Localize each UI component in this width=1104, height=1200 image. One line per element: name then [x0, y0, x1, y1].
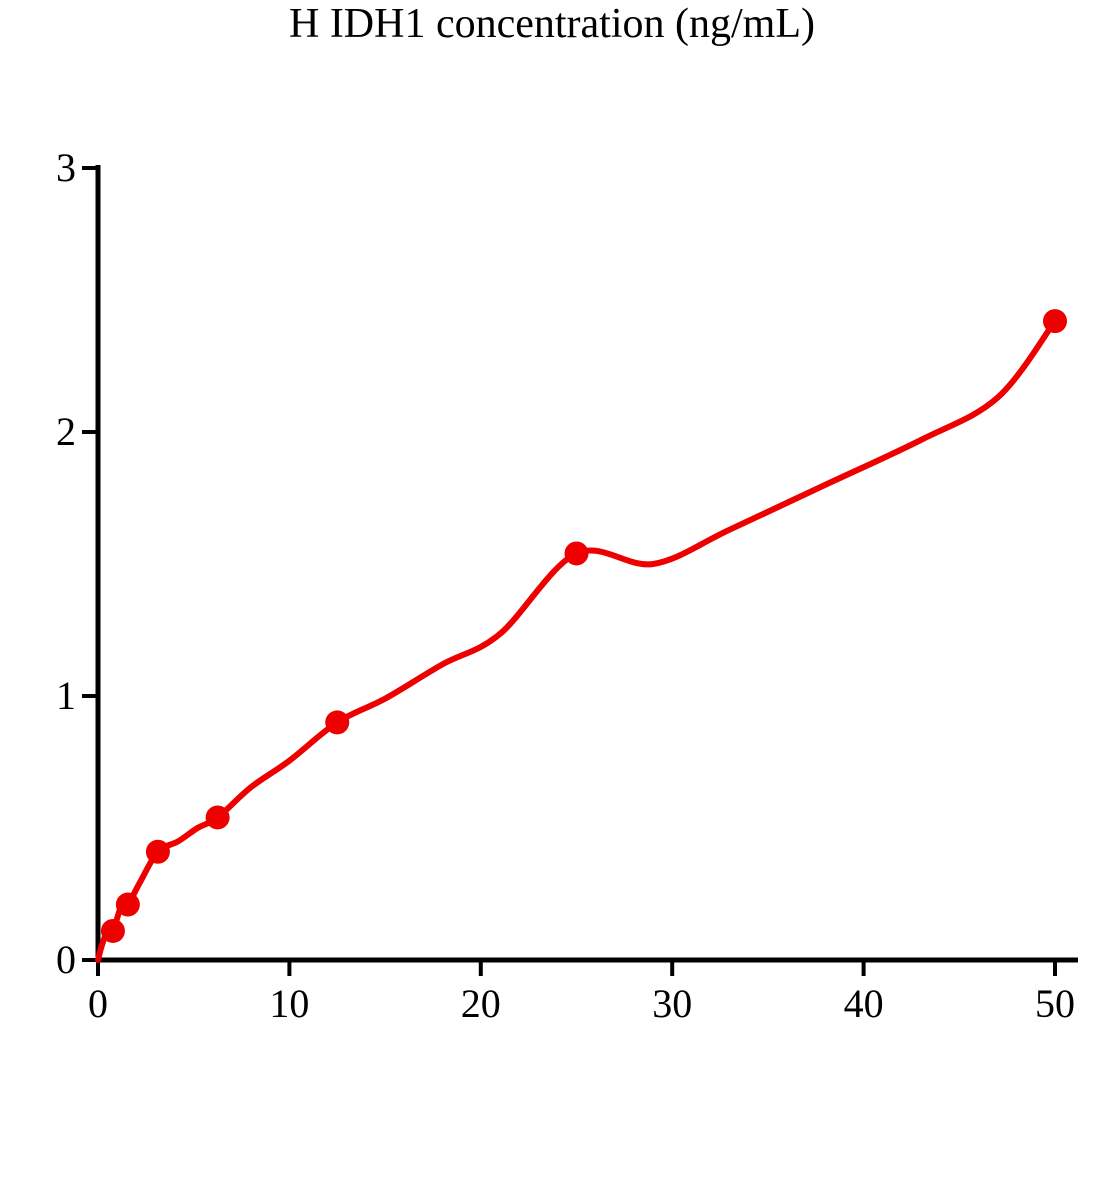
y-tick-label: 1	[56, 673, 76, 718]
data-point	[325, 710, 350, 735]
data-point	[115, 892, 140, 917]
x-axis-title: H IDH1 concentration (ng/mL)	[288, 1, 815, 47]
standard-curve-line	[95, 312, 1063, 963]
x-tick-label: 0	[88, 981, 108, 1026]
x-tick-label: 30	[652, 981, 693, 1026]
y-tick-label: 2	[56, 409, 76, 454]
x-tick-label: 20	[460, 981, 501, 1026]
data-point-markers	[100, 309, 1067, 943]
axis-lines	[95, 165, 1078, 963]
data-point	[145, 839, 170, 864]
data-point	[100, 918, 125, 943]
x-tick-label: 40	[843, 981, 884, 1026]
data-point	[564, 541, 589, 566]
data-point	[205, 805, 230, 830]
x-tick-label: 10	[269, 981, 310, 1026]
data-point	[1043, 309, 1067, 334]
x-tick-label: 50	[1035, 981, 1075, 1026]
y-tick-label: 0	[56, 937, 76, 982]
y-tick-label: 3	[56, 145, 76, 190]
